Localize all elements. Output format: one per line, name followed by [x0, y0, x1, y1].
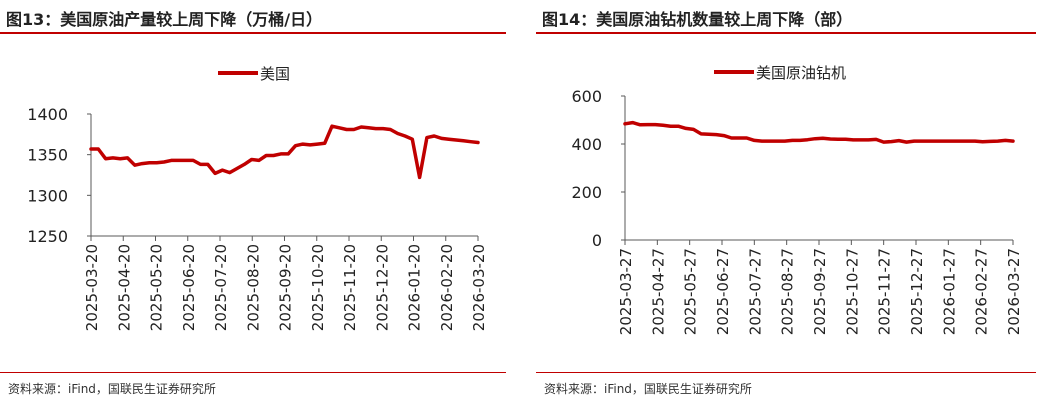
x-tick-label: 2026-01-27	[940, 248, 958, 335]
source-note: 资料来源：iFind，国联民生证券研究所	[544, 382, 752, 396]
x-tick-label: 2026-01-20	[406, 244, 424, 331]
x-tick-label: 2025-09-20	[277, 244, 295, 331]
x-tick-label: 2025-10-27	[843, 248, 861, 335]
x-tick-label: 2026-02-27	[973, 248, 991, 335]
y-tick-label: 200	[571, 183, 602, 202]
x-tick-label: 2025-03-27	[617, 248, 635, 335]
y-tick-label: 400	[571, 135, 602, 154]
title-rule	[0, 32, 506, 34]
x-tick-label: 2025-07-20	[212, 244, 230, 331]
series-line	[89, 124, 480, 180]
chart-title: 图14：美国原油钻机数量较上周下降（部）	[542, 10, 853, 29]
x-tick-label: 2025-08-27	[779, 248, 797, 335]
footer-rule	[536, 372, 1036, 373]
right-chart-panel: 图14：美国原油钻机数量较上周下降（部） 0 200 400 600 2025-03-2…	[536, 0, 1041, 401]
y-tick-label: 600	[571, 87, 602, 106]
x-tick-label: 2026-02-20	[438, 244, 456, 331]
source-note: 资料来源：iFind，国联民生证券研究所	[8, 382, 216, 396]
x-tick-label: 2025-05-27	[682, 248, 700, 335]
y-tick-label: 1400	[27, 105, 68, 124]
legend-label: 美国原油钻机	[756, 64, 846, 82]
x-tick-label: 2025-12-27	[908, 248, 926, 335]
x-tick-label: 2025-06-20	[180, 244, 198, 331]
x-tick-label: 2026-03-20	[470, 244, 488, 331]
chart-title: 图13：美国原油产量较上周下降（万桶/日）	[6, 10, 323, 29]
x-tick-label: 2025-04-27	[649, 248, 667, 335]
left-chart-panel: 图13：美国原油产量较上周下降（万桶/日） 1250 1300 1350 1400 20…	[0, 0, 512, 401]
x-tick-label: 2025-11-20	[341, 244, 359, 331]
x-tick-label: 2025-07-27	[746, 248, 764, 335]
x-tick-label: 2026-03-27	[1005, 248, 1023, 335]
x-tick-label: 2025-09-27	[811, 248, 829, 335]
y-tick-label: 1250	[27, 227, 68, 246]
x-tick-label: 2025-11-27	[876, 248, 894, 335]
y-tick-label: 0	[592, 231, 602, 250]
x-tick-label: 2025-03-20	[83, 244, 101, 331]
x-tick-label: 2025-06-27	[714, 248, 732, 335]
y-tick-label: 1350	[27, 146, 68, 165]
y-tick-label: 1300	[27, 186, 68, 205]
x-tick-label: 2025-05-20	[148, 244, 166, 331]
title-rule	[536, 32, 1036, 34]
line-chart: 0 200 400 600 2025-03-27 2025-04-27 2025-05-27…	[571, 64, 1023, 335]
footer-rule	[0, 372, 506, 373]
x-tick-label: 2025-10-20	[309, 244, 327, 331]
x-tick-label: 2025-04-20	[115, 244, 133, 331]
series-line	[623, 120, 1015, 144]
x-tick-label: 2025-08-20	[244, 244, 262, 331]
x-tick-label: 2025-12-20	[373, 244, 391, 331]
line-chart: 1250 1300 1350 1400 2025-03-20 2025-04-20 2025…	[27, 65, 488, 331]
legend-label: 美国	[260, 65, 290, 83]
